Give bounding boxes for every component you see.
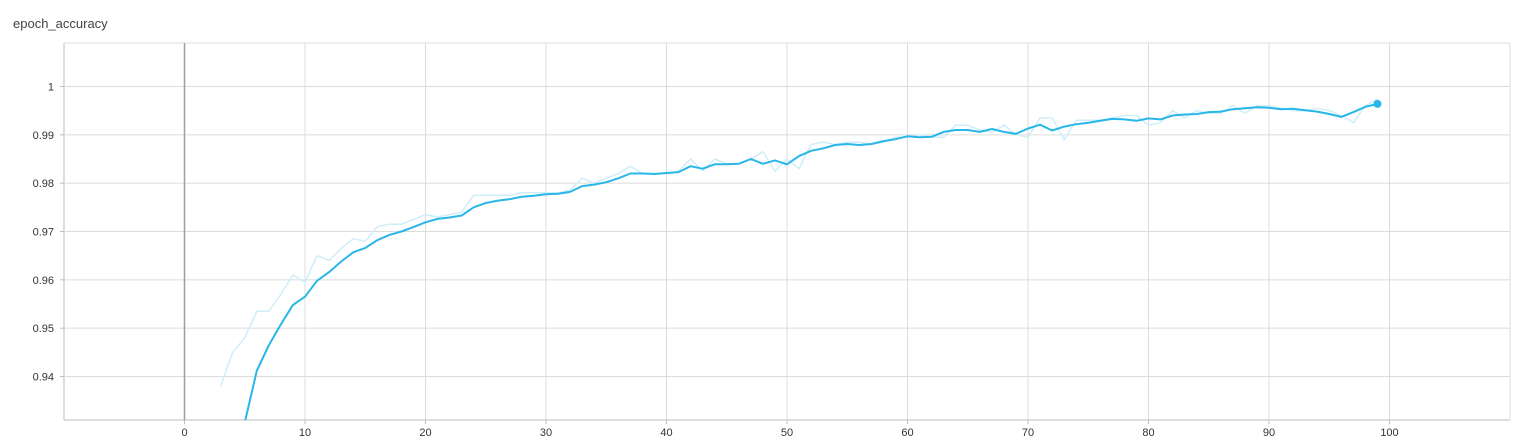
- y-tick-label: 0.94: [33, 372, 54, 384]
- x-tick-label: 20: [419, 427, 431, 439]
- chart-title: epoch_accuracy: [13, 16, 108, 31]
- x-tick-label: 70: [1022, 427, 1034, 439]
- x-tick-label: 60: [901, 427, 913, 439]
- y-tick-label: 0.98: [33, 178, 54, 190]
- raw-series-line: [219, 97, 1378, 387]
- x-tick-label: 90: [1263, 427, 1275, 439]
- y-tick-label: 0.97: [33, 227, 54, 239]
- y-tick-label: 1: [48, 82, 54, 94]
- x-tick-label: 50: [781, 427, 793, 439]
- x-tick-label: 80: [1142, 427, 1154, 439]
- x-tick-label: 40: [660, 427, 672, 439]
- x-tick-label: 10: [299, 427, 311, 439]
- x-tick-label: 100: [1380, 427, 1398, 439]
- x-tick-label: 0: [181, 427, 187, 439]
- y-tick-label: 0.95: [33, 323, 54, 335]
- series-end-marker: [1373, 99, 1382, 108]
- y-tick-label: 0.96: [33, 275, 54, 287]
- x-tick-label: 30: [540, 427, 552, 439]
- smoothed-series-line: [244, 102, 1378, 420]
- y-tick-label: 0.99: [33, 130, 54, 142]
